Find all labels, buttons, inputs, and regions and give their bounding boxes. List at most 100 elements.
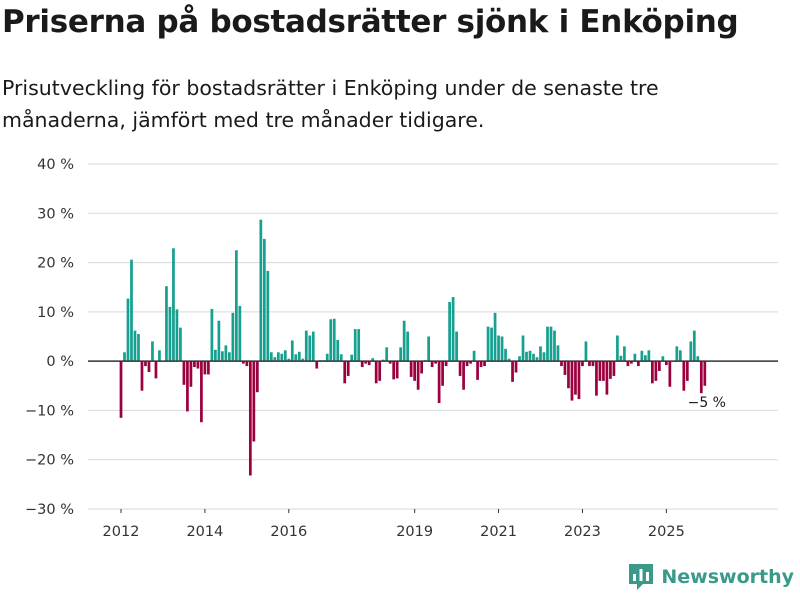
bar [133, 330, 137, 362]
bar [259, 219, 263, 362]
bar [172, 248, 175, 362]
bar [276, 352, 280, 362]
bar [332, 318, 336, 362]
bar [637, 361, 640, 367]
bar [228, 352, 231, 362]
bar [616, 335, 619, 362]
bar [273, 357, 277, 362]
chart-title: Priserna på bostadsrätter sjönk i Enköpi… [2, 4, 739, 40]
bar [311, 331, 315, 362]
newsworthy-logo: Newsworthy [629, 564, 794, 590]
y-axis-labels: −30 % −20 % −10 % 0 % 10 % 20 % 30 % 40 % [25, 157, 74, 518]
bar [409, 361, 413, 377]
bar [179, 327, 182, 362]
bar [217, 320, 221, 362]
bar [591, 361, 595, 367]
bar [385, 347, 389, 362]
bar [189, 361, 193, 387]
bar [336, 339, 340, 362]
last-value-annotation: −5 % [688, 395, 726, 411]
bar [609, 361, 612, 379]
chart-subtitle: Prisutveckling för bostadsrätter i Enköp… [2, 76, 659, 132]
bar [668, 361, 672, 387]
bar [514, 361, 518, 373]
bar [367, 361, 371, 366]
bar [119, 361, 123, 418]
bar [605, 361, 609, 395]
bar [685, 361, 689, 381]
bar [137, 334, 140, 362]
bar [441, 361, 444, 386]
bar [581, 361, 584, 367]
bar [280, 353, 284, 362]
bar [420, 361, 424, 374]
bar [542, 352, 546, 362]
bar [528, 350, 532, 362]
bar [231, 312, 235, 362]
bar [546, 326, 549, 362]
bar [140, 361, 144, 391]
bar [123, 352, 126, 362]
bar [556, 345, 560, 362]
bar [252, 361, 256, 442]
bar [511, 361, 514, 382]
bar [238, 305, 242, 362]
bar [392, 361, 396, 380]
bar [241, 361, 245, 364]
bar [678, 350, 682, 362]
bar [574, 361, 577, 395]
bar [427, 336, 430, 362]
bar [283, 350, 287, 362]
y-tick-label: 0 % [46, 354, 74, 370]
bar [657, 361, 661, 371]
bar [255, 361, 259, 393]
x-tick-label: 2023 [564, 524, 601, 540]
bar [210, 308, 214, 362]
bar [388, 361, 392, 364]
bar [207, 361, 210, 375]
bar [476, 361, 479, 380]
bar [395, 361, 399, 379]
bar [444, 361, 448, 367]
y-tick-label: 30 % [37, 206, 74, 222]
bar [490, 327, 493, 362]
y-tick-label: −20 % [25, 453, 74, 469]
y-tick-label: 20 % [37, 256, 74, 272]
bar [651, 361, 654, 384]
bar [626, 361, 630, 367]
bar [325, 353, 329, 362]
x-axis-labels: 2012 2014 2016 2019 2021 2023 2025 [103, 509, 685, 540]
bar [360, 361, 364, 368]
bar [486, 326, 490, 362]
bar [350, 354, 354, 362]
bar [200, 361, 203, 423]
bar [584, 341, 588, 362]
bar [248, 361, 252, 476]
bar [329, 319, 333, 362]
bar [269, 352, 273, 362]
bar [371, 358, 375, 362]
bar [500, 336, 504, 362]
bar [696, 356, 700, 362]
bar [462, 361, 465, 390]
bar [521, 335, 525, 362]
bar [640, 350, 644, 362]
bar [549, 326, 553, 362]
bar [339, 354, 343, 362]
x-tick-label: 2025 [648, 524, 685, 540]
bar [455, 331, 458, 362]
bar [308, 335, 312, 362]
x-tick-label: 2021 [480, 524, 517, 540]
bar [144, 361, 147, 367]
bar [430, 361, 434, 368]
bar [553, 330, 556, 362]
bar [165, 286, 168, 362]
bar [493, 312, 497, 362]
bar [560, 361, 563, 367]
bar [692, 330, 696, 362]
bar [654, 361, 658, 381]
bar [479, 361, 483, 368]
bar [297, 351, 301, 362]
bar [689, 341, 693, 362]
